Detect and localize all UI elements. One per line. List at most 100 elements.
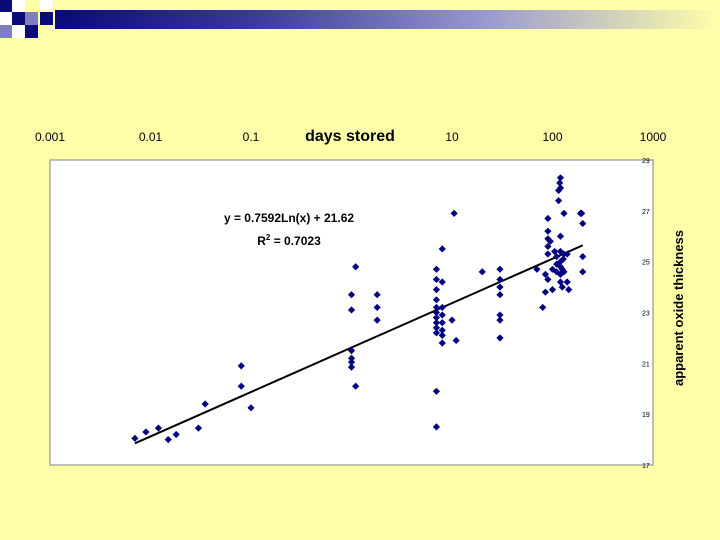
- data-point: [579, 252, 587, 261]
- data-point: [556, 270, 565, 278]
- title-accent-bar: [55, 10, 720, 29]
- data-point: [544, 275, 552, 284]
- data-point: [548, 286, 557, 294]
- data-point: [432, 319, 441, 327]
- data-point: [432, 286, 441, 294]
- data-point: [555, 197, 563, 205]
- trendline-equation: y = 0.7592Ln(x) + 21.62: [224, 211, 354, 225]
- x-tick-label: 1000: [640, 130, 667, 144]
- x-tick-label: 0.01: [139, 130, 163, 144]
- data-point: [154, 424, 163, 432]
- data-point: [438, 311, 446, 319]
- y-tick-label: 23: [642, 311, 650, 318]
- data-point: [172, 430, 180, 439]
- data-point: [578, 209, 586, 217]
- data-point: [556, 232, 565, 240]
- decor-square-10: [0, 25, 12, 38]
- data-point: [544, 214, 552, 223]
- data-point: [544, 242, 552, 251]
- data-point: [347, 306, 356, 314]
- x-axis-ticks: 0.001 0.01 0.1 10 100 1000: [35, 130, 667, 144]
- x-tick-label: 0.1: [243, 130, 260, 144]
- data-point: [551, 247, 559, 256]
- data-point: [373, 303, 381, 312]
- data-point: [432, 387, 441, 395]
- y-tick-label: 25: [642, 260, 650, 267]
- data-point: [432, 296, 441, 304]
- data-point: [347, 347, 356, 355]
- data-point: [432, 275, 441, 284]
- decor-square-4: [0, 12, 12, 25]
- data-point: [496, 283, 504, 291]
- decor-square-9: [25, 25, 38, 38]
- data-point: [563, 278, 571, 286]
- data-point: [560, 209, 568, 217]
- data-point: [432, 313, 441, 322]
- y-tick-label: 27: [642, 209, 650, 216]
- decor-square-5: [12, 12, 25, 25]
- data-point: [432, 303, 441, 312]
- y-tick-label: 19: [642, 412, 650, 419]
- data-point: [533, 265, 541, 273]
- data-point: [438, 245, 446, 253]
- data-point: [556, 263, 565, 271]
- data-point: [452, 336, 460, 345]
- data-point: [194, 424, 203, 432]
- data-point: [539, 303, 547, 312]
- data-point: [347, 291, 356, 299]
- data-point: [201, 400, 209, 408]
- data-point: [541, 270, 550, 278]
- data-point: [544, 250, 552, 258]
- decor-square-1: [0, 0, 12, 12]
- r-squared-label: R2 = 0.7023: [257, 233, 321, 248]
- data-point: [559, 255, 567, 263]
- x-tick-label: 0.001: [35, 130, 65, 144]
- data-point: [450, 209, 458, 217]
- y-axis-ticks: 17 19 21 23 25 27 29: [642, 158, 650, 470]
- data-point: [131, 434, 139, 442]
- y-tick-label: 17: [642, 463, 650, 470]
- data-point: [546, 237, 554, 245]
- data-point: [556, 278, 565, 286]
- r-squared-value: = 0.7023: [270, 234, 321, 248]
- data-point: [347, 354, 356, 362]
- data-point: [556, 247, 565, 256]
- data-point: [438, 331, 446, 339]
- data-point: [558, 265, 566, 273]
- data-point: [548, 265, 557, 273]
- data-point: [563, 250, 571, 258]
- data-point: [496, 291, 504, 299]
- y-axis-label: apparent oxide thickness: [671, 230, 686, 386]
- data-point: [432, 423, 441, 431]
- data-point: [352, 382, 360, 390]
- data-point: [579, 268, 587, 276]
- data-points: [131, 174, 587, 444]
- data-point: [556, 174, 565, 182]
- x-tick-label: 100: [542, 130, 562, 144]
- data-point: [558, 283, 566, 291]
- data-point: [553, 252, 561, 261]
- data-point: [142, 428, 150, 436]
- data-point: [560, 268, 568, 276]
- data-point: [496, 311, 504, 319]
- data-point: [237, 362, 245, 370]
- x-tick-label: 10: [445, 130, 459, 144]
- decor-square-6: [25, 12, 38, 25]
- data-point: [373, 316, 381, 324]
- data-point: [164, 435, 172, 444]
- data-point: [438, 278, 446, 286]
- data-point: [496, 334, 504, 342]
- data-point: [438, 319, 446, 327]
- data-point: [237, 382, 245, 390]
- data-point: [347, 363, 356, 371]
- y-tick-label: 21: [642, 361, 650, 368]
- data-point: [373, 291, 381, 299]
- data-point: [478, 268, 486, 276]
- data-point: [432, 265, 441, 273]
- data-point: [544, 227, 552, 235]
- data-point: [541, 288, 550, 296]
- data-point: [579, 219, 587, 228]
- trendline: [134, 244, 584, 445]
- decor-square-8: [12, 25, 25, 38]
